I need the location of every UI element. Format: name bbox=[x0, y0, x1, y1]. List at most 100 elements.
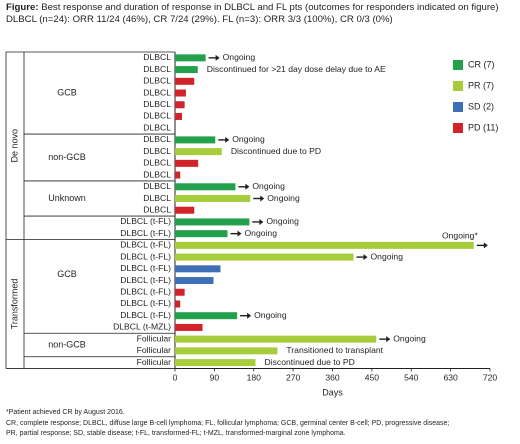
bar-pd bbox=[175, 159, 199, 167]
x-tick-label: 270 bbox=[286, 372, 301, 382]
x-axis-label: Days bbox=[322, 387, 343, 397]
x-tick-label: 90 bbox=[210, 372, 220, 382]
x-tick-label: 180 bbox=[247, 372, 262, 382]
bar-pd bbox=[175, 101, 185, 109]
bar-pd bbox=[175, 112, 182, 120]
bar-pd bbox=[175, 288, 185, 296]
bar-pr bbox=[175, 253, 354, 261]
annotation: Ongoing bbox=[223, 52, 256, 62]
bar-cr bbox=[175, 218, 250, 226]
figure-title-text: Best response and duration of response i… bbox=[41, 2, 499, 13]
bar-pr bbox=[175, 148, 222, 156]
subgroup-label: Unknown bbox=[48, 193, 86, 203]
legend-label: PD (11) bbox=[468, 122, 498, 132]
row-label: DLBCL (t-MZL) bbox=[113, 322, 171, 332]
arrow-head-icon bbox=[363, 254, 368, 261]
legend-label: PR (7) bbox=[468, 80, 494, 90]
bar-pd bbox=[175, 171, 181, 179]
subgroup-label: non-GCB bbox=[48, 152, 86, 162]
row-label: DLBCL bbox=[143, 134, 171, 144]
abbreviations: CR, complete response; DLBCL, diffuse la… bbox=[6, 419, 518, 439]
annotation: Ongoing bbox=[254, 310, 287, 320]
row-label: DLBCL (t-FL) bbox=[120, 310, 171, 320]
row-label: DLBCL (t-FL) bbox=[120, 298, 171, 308]
row-label: DLBCL bbox=[143, 169, 171, 179]
arrow-head-icon bbox=[215, 54, 220, 61]
arrow-head-icon bbox=[247, 312, 252, 319]
row-label: DLBCL bbox=[143, 122, 171, 132]
row-label: DLBCL bbox=[143, 87, 171, 97]
annotation: Transitioned to transplant bbox=[286, 345, 383, 355]
annotation: Ongoing bbox=[266, 216, 299, 226]
row-label: DLBCL (t-FL) bbox=[120, 287, 171, 297]
row-label: DLBCL (t-FL) bbox=[120, 263, 171, 273]
legend-swatch-pd bbox=[453, 123, 463, 133]
x-tick-label: 720 bbox=[483, 372, 498, 382]
bar-pd bbox=[175, 89, 186, 97]
row-label: DLBCL (t-FL) bbox=[120, 216, 171, 226]
row-label: DLBCL bbox=[143, 52, 171, 62]
row-label: DLBCL bbox=[143, 76, 171, 86]
row-label: DLBCL bbox=[143, 181, 171, 191]
row-label: DLBCL (t-FL) bbox=[120, 275, 171, 285]
row-label: DLBCL bbox=[143, 99, 171, 109]
bar-sd bbox=[175, 265, 221, 273]
bar-cr bbox=[175, 66, 198, 74]
x-tick-label: 0 bbox=[173, 372, 178, 382]
bar-cr bbox=[175, 312, 238, 320]
figure-title: Figure: Best response and duration of re… bbox=[6, 2, 499, 15]
chart-frame: De novo Transformed GCB non-GCB Unknown GCB no… bbox=[5, 51, 176, 369]
row-label: DLBCL (t-FL) bbox=[120, 228, 171, 238]
group-label: Transformed bbox=[9, 279, 19, 330]
bar-pr bbox=[175, 195, 251, 202]
bars-layer: DLBCL Ongoing DLBCL Discontinued for >21 da… bbox=[113, 52, 488, 367]
annotation: Ongoing bbox=[267, 193, 300, 203]
bar-pr bbox=[175, 241, 474, 249]
bar-cr bbox=[175, 230, 228, 238]
footnote: *Patient achieved CR by August 2016. bbox=[6, 409, 125, 416]
bar-sd bbox=[175, 277, 214, 285]
arrow-head-icon bbox=[245, 183, 250, 190]
row-label: Follicular bbox=[137, 345, 172, 355]
bar-pr bbox=[175, 335, 377, 343]
x-tick-label: 630 bbox=[443, 372, 458, 382]
bar-pd bbox=[175, 323, 203, 331]
x-tick-label: 540 bbox=[404, 372, 419, 382]
row-label: DLBCL bbox=[143, 146, 171, 156]
figure-title-label: Figure: bbox=[6, 2, 39, 13]
annotation: Ongoing bbox=[232, 134, 265, 144]
row-label: Follicular bbox=[137, 333, 172, 343]
annotation: Ongoing bbox=[245, 228, 278, 238]
legend-swatch-cr bbox=[453, 60, 463, 70]
arrow-head-icon bbox=[483, 242, 488, 249]
arrow-head-icon bbox=[386, 336, 391, 343]
arrow-head-icon bbox=[225, 136, 230, 143]
bar-pr bbox=[175, 347, 278, 355]
annotation: Ongoing* bbox=[442, 231, 478, 241]
bar-cr bbox=[175, 54, 206, 62]
arrow-head-icon bbox=[260, 195, 265, 202]
bar-cr bbox=[175, 136, 216, 144]
x-tick-label: 360 bbox=[325, 372, 340, 382]
subgroup-label: GCB bbox=[57, 87, 77, 97]
row-label: DLBCL bbox=[143, 64, 171, 74]
row-label: Follicular bbox=[137, 357, 172, 367]
row-label: DLBCL bbox=[143, 158, 171, 168]
legend: CR (7) PR (7) SD (2) PD (11) bbox=[453, 59, 498, 133]
legend-label: CR (7) bbox=[468, 59, 495, 69]
row-label: DLBCL (t-FL) bbox=[120, 251, 171, 261]
row-label: DLBCL (t-FL) bbox=[120, 240, 171, 250]
annotation: Ongoing bbox=[371, 251, 404, 261]
x-axis: 0 90 180 270 360 450 540 630 720 Days bbox=[173, 367, 498, 397]
annotation: Discontinued due to PD bbox=[265, 357, 355, 367]
bar-pd bbox=[175, 77, 195, 85]
arrow-head-icon bbox=[237, 230, 242, 237]
legend-swatch-sd bbox=[453, 102, 463, 112]
bar-pr bbox=[175, 359, 256, 367]
legend-label: SD (2) bbox=[468, 101, 494, 111]
subgroup-label: GCB bbox=[57, 269, 77, 279]
bar-cr bbox=[175, 183, 236, 191]
subgroup-label: non-GCB bbox=[48, 339, 86, 349]
arrow-head-icon bbox=[259, 218, 264, 225]
bar-pd bbox=[175, 300, 181, 308]
